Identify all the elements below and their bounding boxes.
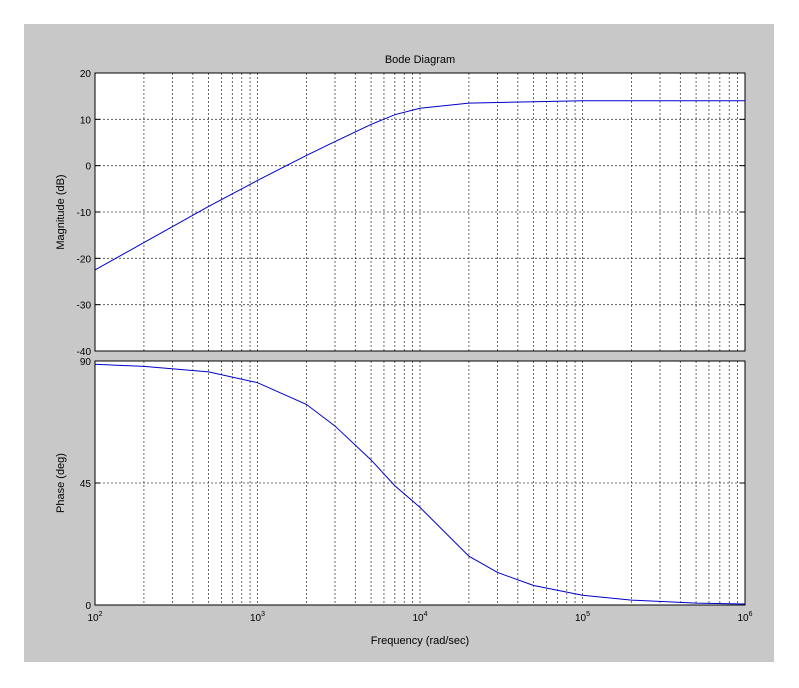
x-axis-label: Frequency (rad/sec) <box>371 635 469 647</box>
x-tick-label: 105 <box>575 611 590 624</box>
phase-series-line <box>94 363 746 605</box>
x-tick-label: 102 <box>87 611 102 624</box>
magnitude-ytick-label: 10 <box>80 115 92 126</box>
magnitude-ytick-label: -10 <box>77 208 92 219</box>
magnitude-axes-box <box>94 72 746 352</box>
magnitude-ytick-label: 0 <box>85 162 91 173</box>
phase-ytick-label: 90 <box>80 357 92 368</box>
phase-ytick-label: 45 <box>80 479 92 490</box>
phase-ytick-label: 0 <box>85 601 91 612</box>
figure-panel: 20 10 0 -10 -20 -30 -40 90 45 0 102 103 104 105 106 Bod… <box>24 24 774 662</box>
magnitude-ytick-label: -20 <box>77 254 92 265</box>
magnitude-series-line <box>94 100 745 271</box>
x-tick-label: 106 <box>737 611 752 624</box>
chart-title: Bode Diagram <box>385 54 455 66</box>
x-tick-label: 103 <box>250 611 265 624</box>
phase-axes-box <box>94 360 746 606</box>
magnitude-y-axis-label: Magnitude (dB) <box>55 174 67 249</box>
phase-y-axis-label: Phase (deg) <box>55 453 67 513</box>
magnitude-ytick-label: 20 <box>80 69 92 80</box>
magnitude-ytick-label: -40 <box>77 347 92 358</box>
magnitude-ytick-label: -30 <box>77 301 92 312</box>
x-tick-label: 104 <box>412 611 427 624</box>
